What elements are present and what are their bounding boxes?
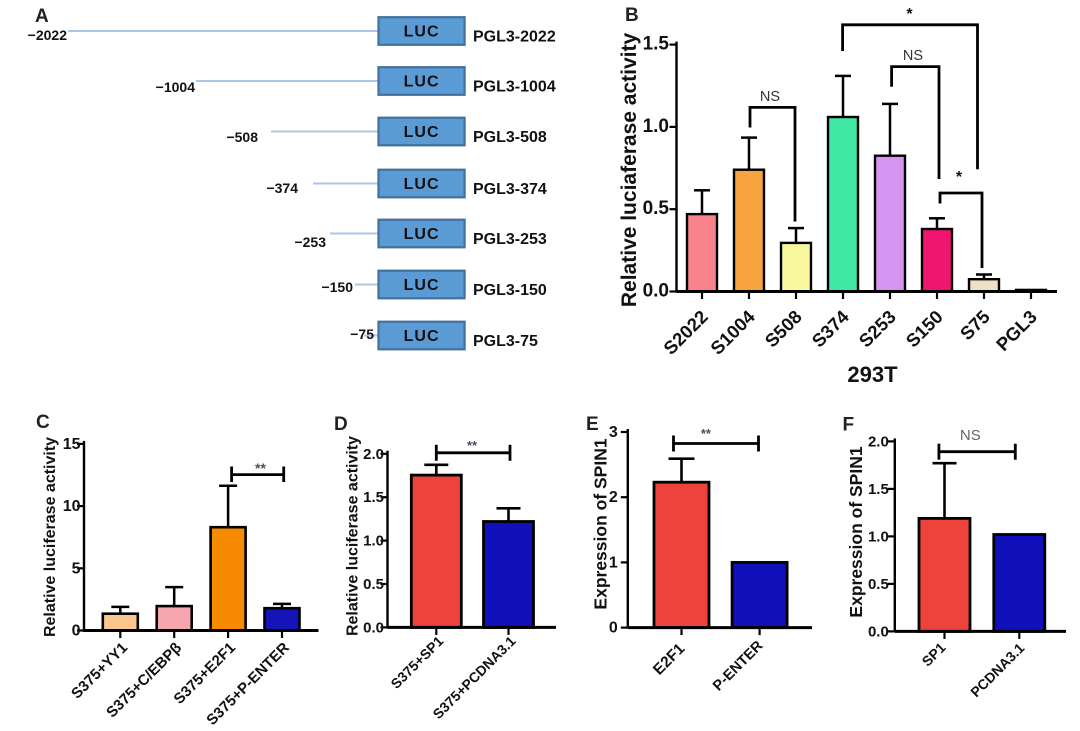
svg-text:−2022: −2022 <box>28 27 68 43</box>
svg-text:B: B <box>625 5 639 26</box>
svg-text:0.5: 0.5 <box>643 198 670 219</box>
svg-text:1.0: 1.0 <box>868 528 889 545</box>
svg-text:PGL3-75: PGL3-75 <box>473 333 538 350</box>
svg-text:NS: NS <box>960 427 981 444</box>
svg-text:0.5: 0.5 <box>868 576 889 593</box>
svg-text:PGL3-253: PGL3-253 <box>473 231 547 248</box>
svg-text:**: ** <box>701 426 712 441</box>
svg-text:PGL3-374: PGL3-374 <box>473 181 547 198</box>
svg-text:0.0: 0.0 <box>868 623 889 640</box>
svg-text:Relative luciaferase activity: Relative luciaferase activity <box>618 33 641 308</box>
svg-text:LUC: LUC <box>404 226 440 243</box>
svg-text:−508: −508 <box>226 129 258 145</box>
svg-text:PGL3-2022: PGL3-2022 <box>473 29 556 46</box>
svg-text:2.0: 2.0 <box>363 446 384 463</box>
svg-text:NS: NS <box>903 48 923 64</box>
svg-text:3: 3 <box>609 424 618 441</box>
svg-text:F: F <box>843 415 855 436</box>
svg-text:−75: −75 <box>350 326 374 342</box>
svg-text:15: 15 <box>63 436 81 453</box>
svg-text:*: * <box>906 6 913 23</box>
svg-text:1.0: 1.0 <box>363 533 384 550</box>
svg-text:−253: −253 <box>294 234 326 250</box>
svg-text:1.5: 1.5 <box>643 34 670 55</box>
svg-text:1.5: 1.5 <box>868 481 889 498</box>
svg-text:C: C <box>36 412 50 433</box>
svg-text:PGL3-1004: PGL3-1004 <box>473 79 556 96</box>
svg-text:NS: NS <box>760 89 780 105</box>
svg-text:LUC: LUC <box>404 176 440 193</box>
svg-text:−1004: −1004 <box>156 79 196 95</box>
svg-text:−374: −374 <box>266 180 298 196</box>
svg-text:LUC: LUC <box>404 328 440 345</box>
svg-text:Relative luciferase activity: Relative luciferase activity <box>42 437 59 637</box>
svg-text:A: A <box>35 6 49 27</box>
svg-text:−150: −150 <box>321 279 353 295</box>
svg-text:E: E <box>586 414 599 435</box>
svg-text:2.0: 2.0 <box>868 433 889 450</box>
svg-text:Relative luciferase activity: Relative luciferase activity <box>345 436 362 636</box>
svg-text:*: * <box>956 169 963 186</box>
svg-text:LUC: LUC <box>404 124 440 141</box>
svg-text:1.5: 1.5 <box>363 489 384 506</box>
svg-text:0.0: 0.0 <box>643 281 669 302</box>
svg-text:D: D <box>334 414 348 435</box>
svg-text:293T: 293T <box>847 362 898 387</box>
svg-text:0.0: 0.0 <box>363 619 384 636</box>
svg-text:LUC: LUC <box>404 277 440 294</box>
svg-text:Expression of SPIN1: Expression of SPIN1 <box>591 438 611 609</box>
svg-text:0: 0 <box>609 620 618 637</box>
svg-text:LUC: LUC <box>404 24 440 41</box>
svg-text:1.0: 1.0 <box>643 116 669 137</box>
svg-text:0: 0 <box>72 623 81 640</box>
svg-text:0.5: 0.5 <box>363 576 384 593</box>
svg-text:2: 2 <box>609 489 618 506</box>
svg-text:LUC: LUC <box>404 74 440 91</box>
svg-text:1: 1 <box>609 554 618 571</box>
svg-text:PGL3-150: PGL3-150 <box>473 282 547 299</box>
svg-text:Expression of SPIN1: Expression of SPIN1 <box>846 446 866 617</box>
svg-text:**: ** <box>467 438 478 453</box>
svg-text:10: 10 <box>63 498 81 515</box>
svg-text:PGL3-508: PGL3-508 <box>473 129 547 146</box>
svg-text:5: 5 <box>72 560 81 577</box>
svg-text:**: ** <box>255 460 266 476</box>
